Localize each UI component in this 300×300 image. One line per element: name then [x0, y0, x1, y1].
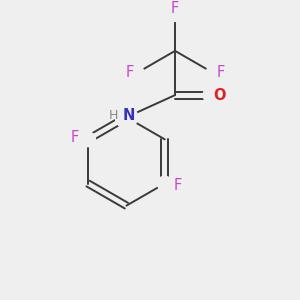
Text: N: N: [122, 108, 135, 123]
Circle shape: [203, 86, 221, 104]
Circle shape: [81, 132, 95, 147]
Text: O: O: [213, 88, 226, 103]
Text: F: F: [125, 65, 134, 80]
Circle shape: [206, 66, 221, 80]
Circle shape: [168, 7, 182, 21]
Circle shape: [129, 66, 144, 80]
Text: H: H: [109, 109, 118, 122]
Text: F: F: [174, 178, 182, 193]
Text: F: F: [171, 1, 179, 16]
Circle shape: [158, 176, 172, 191]
Text: F: F: [217, 65, 225, 80]
Text: F: F: [71, 130, 79, 146]
Circle shape: [115, 106, 138, 128]
